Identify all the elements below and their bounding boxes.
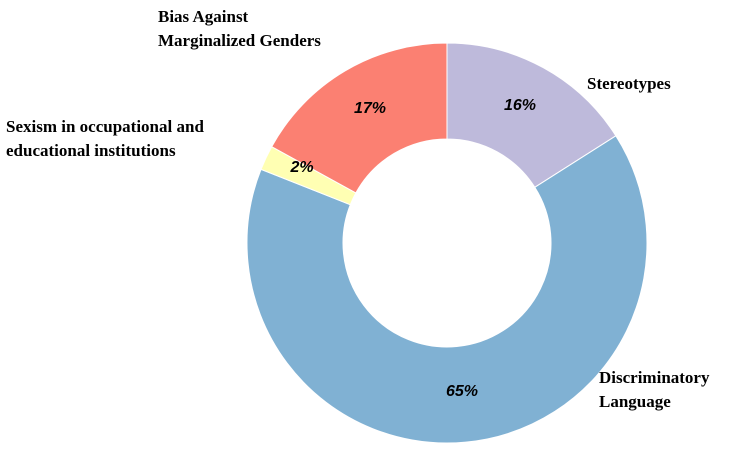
category-label-2: Sexism in occupational and educational in… — [6, 117, 204, 160]
percent-label-1: 65% — [446, 383, 478, 400]
slice-3 — [271, 42, 448, 194]
percent-label-2: 2% — [289, 159, 313, 176]
category-label-1: Discriminatory Language — [599, 368, 710, 411]
category-label-0: Stereotypes — [587, 74, 671, 93]
category-label-3-line-0: Bias Against — [158, 7, 249, 26]
category-label-3: Bias Against Marginalized Genders — [158, 7, 321, 50]
category-label-0-line-0: Stereotypes — [587, 74, 671, 93]
percent-label-3: 17% — [354, 100, 386, 117]
slice-0 — [446, 42, 617, 188]
slices-group — [246, 42, 648, 444]
slice-1 — [246, 135, 648, 444]
category-labels-group: Stereotypes Discriminatory Language Sexism … — [6, 7, 710, 411]
percent-label-0: 16% — [504, 97, 536, 114]
category-label-1-line-1: Language — [599, 392, 671, 411]
category-label-2-line-1: educational institutions — [6, 141, 176, 160]
category-label-1-line-0: Discriminatory — [599, 368, 710, 387]
category-label-2-line-0: Sexism in occupational and — [6, 117, 204, 136]
category-label-3-line-1: Marginalized Genders — [158, 31, 321, 50]
percent-labels-group: 16% 65% 2% 17% — [289, 97, 536, 400]
